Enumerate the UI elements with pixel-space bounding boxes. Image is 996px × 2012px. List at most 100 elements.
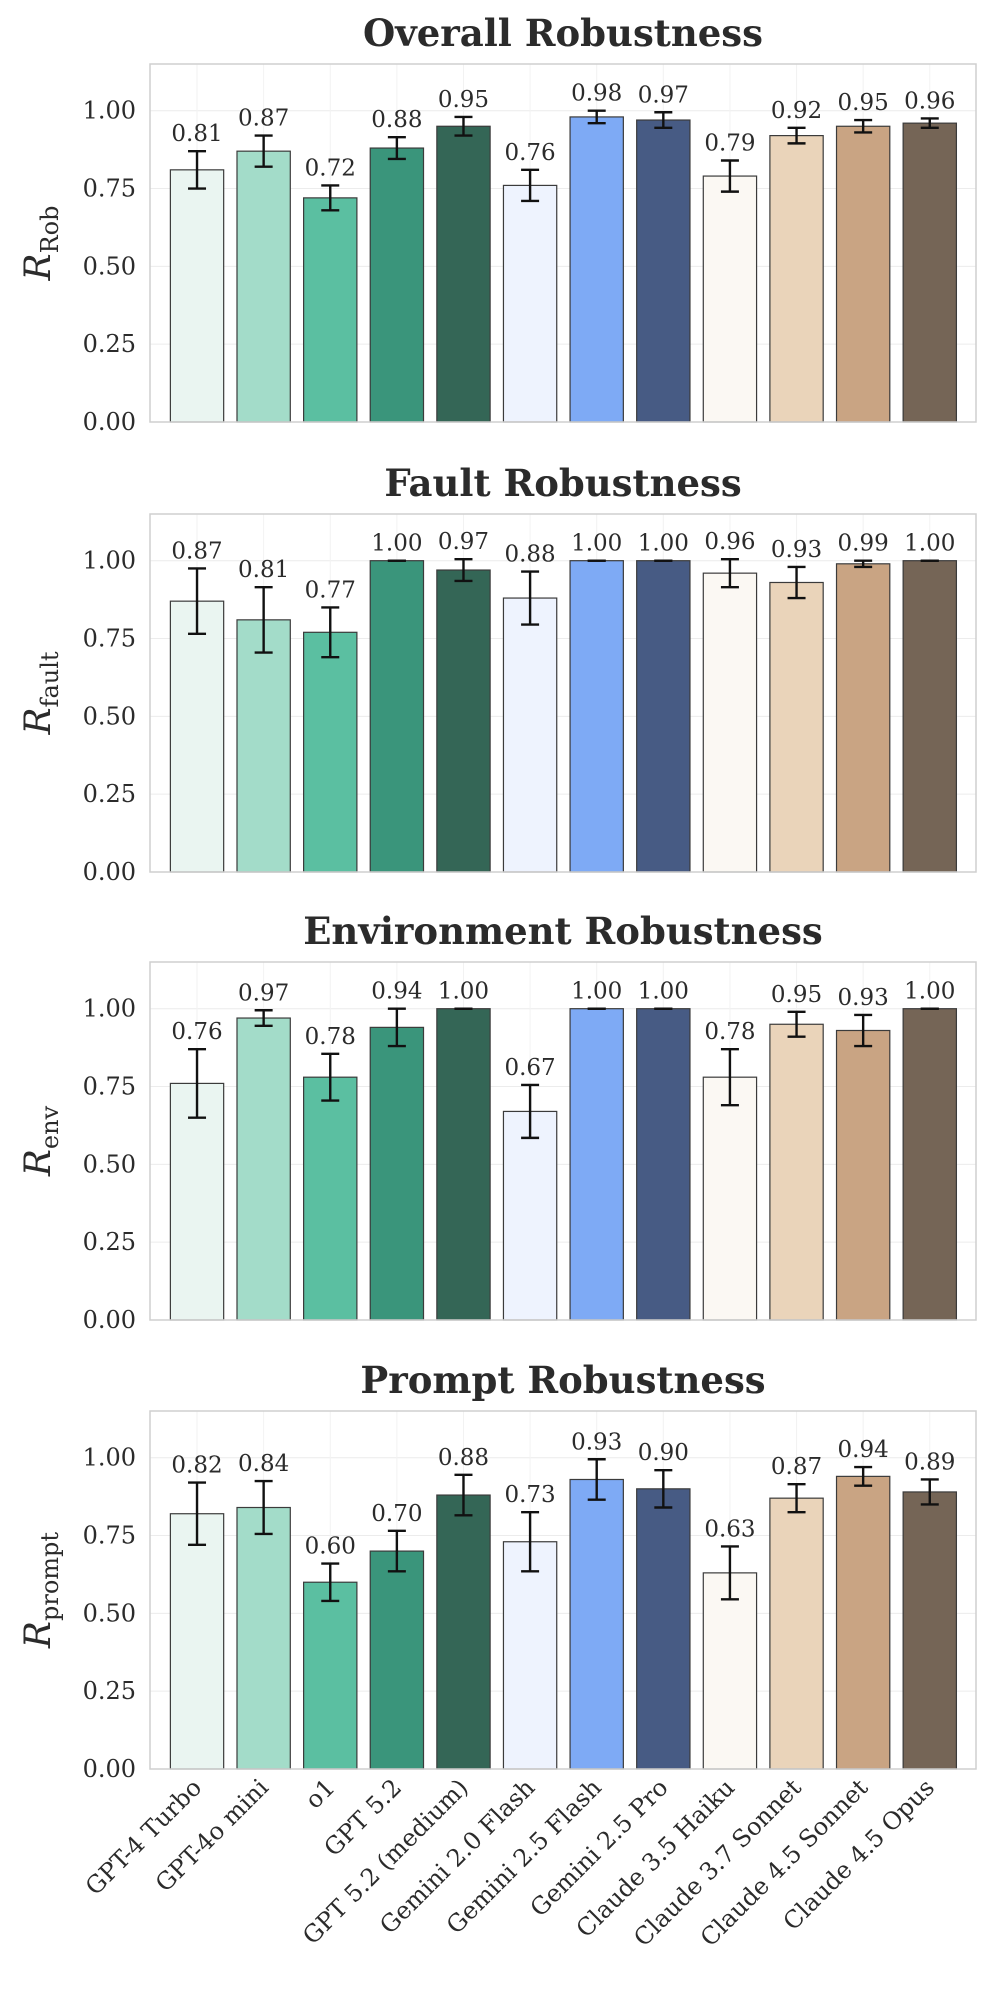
- bar-6: [502, 1541, 558, 1770]
- panel-4: 0.00 0.25 0.50 0.75 1.00 Rprompt Prompt Robust…: [18, 1358, 977, 1783]
- data-label: 1.00: [638, 979, 689, 1005]
- bar-2: [236, 1506, 291, 1770]
- bar-3: [303, 1076, 358, 1321]
- y-tick-label: 0.75: [83, 1522, 136, 1550]
- data-label: 0.94: [838, 1437, 889, 1463]
- data-label: 0.67: [504, 1055, 555, 1081]
- data-label: 0.88: [371, 107, 422, 133]
- y-axis-label-main: R: [18, 1149, 59, 1177]
- axes-frame: [149, 961, 977, 1321]
- y-tick-label: 0.25: [83, 1228, 136, 1256]
- y-tick-label: 1.00: [83, 995, 136, 1023]
- bar-1: [169, 1513, 225, 1770]
- axes-frame: [149, 513, 977, 873]
- data-label: 0.78: [305, 1024, 356, 1050]
- y-axis-label: Rprompt: [18, 1532, 64, 1650]
- bar-1: [169, 169, 225, 423]
- bar-2: [236, 619, 291, 873]
- x-tick-label: o1: [300, 1773, 341, 1814]
- y-tick-label: 0.00: [83, 1755, 136, 1783]
- data-label: 0.84: [238, 1451, 289, 1477]
- bar-4: [369, 560, 425, 873]
- bar-9: [702, 572, 758, 873]
- data-label: 0.87: [771, 1454, 822, 1480]
- bar-6: [502, 184, 558, 423]
- data-label: 0.95: [838, 90, 889, 116]
- panel-1: 0.00 0.25 0.50 0.75 1.00 RRob Overall Robustne…: [18, 11, 977, 436]
- data-label: 0.79: [704, 131, 755, 157]
- bar-2: [236, 150, 291, 423]
- bar-10: [769, 1497, 824, 1770]
- bar-3: [303, 1581, 358, 1770]
- data-label: 0.96: [904, 88, 955, 114]
- y-tick-label: 1.00: [83, 97, 136, 125]
- panel-title: Environment Robustness: [303, 909, 823, 953]
- panel-3: 0.00 0.25 0.50 0.75 1.00 Renv Environment Robu…: [18, 909, 977, 1334]
- data-label: 0.93: [571, 1429, 622, 1455]
- bar-5: [436, 125, 491, 423]
- data-label: 0.63: [704, 1516, 755, 1542]
- y-tick-label: 0.25: [83, 330, 136, 358]
- y-axis-label: Renv: [18, 1105, 64, 1177]
- bar-7: [569, 560, 624, 873]
- bar-1: [169, 1082, 225, 1321]
- data-label: 0.95: [771, 982, 822, 1008]
- bar-11: [835, 1475, 891, 1770]
- bar-6: [502, 1110, 558, 1321]
- data-label: 0.87: [171, 538, 222, 564]
- bar-8: [636, 1488, 691, 1770]
- bar-12: [902, 1491, 958, 1770]
- bar-9: [702, 175, 758, 423]
- data-label: 0.97: [638, 82, 689, 108]
- bar-11: [835, 1029, 891, 1321]
- data-label: 0.88: [504, 542, 555, 568]
- data-label: 0.89: [904, 1449, 955, 1475]
- y-tick-label: 0.50: [83, 1150, 136, 1178]
- bar-7: [569, 1478, 624, 1770]
- data-label: 0.93: [771, 537, 822, 563]
- data-label: 1.00: [904, 531, 955, 557]
- bar-12: [902, 560, 958, 873]
- data-label: 0.96: [704, 529, 755, 555]
- y-axis-label-main: R: [18, 253, 59, 281]
- y-tick-label: 0.25: [83, 780, 136, 808]
- panel-title: Overall Robustness: [363, 11, 763, 55]
- data-label: 0.92: [771, 98, 822, 124]
- axes-frame: [149, 63, 977, 423]
- y-axis-label-main: R: [18, 707, 59, 735]
- data-label: 0.76: [504, 140, 555, 166]
- bar-3: [303, 631, 358, 873]
- panel-title: Prompt Robustness: [360, 1358, 765, 1402]
- bar-12: [902, 1008, 958, 1321]
- panel-2: 0.00 0.25 0.50 0.75 1.00 Rfault Fault Robustne…: [18, 461, 977, 886]
- axes-frame: [149, 1410, 977, 1770]
- bar-3: [303, 197, 358, 423]
- bar-9: [702, 1076, 758, 1321]
- data-label: 1.00: [371, 531, 422, 557]
- y-axis-label-subscript: Rob: [36, 206, 64, 254]
- y-axis-label: RRob: [18, 206, 64, 282]
- bar-8: [636, 119, 691, 423]
- data-label: 0.81: [171, 121, 222, 147]
- y-axis-label: Rfault: [18, 651, 64, 735]
- data-label: 1.00: [571, 531, 622, 557]
- data-label: 1.00: [438, 979, 489, 1005]
- y-tick-label: 0.00: [83, 408, 136, 436]
- bar-8: [636, 1008, 691, 1321]
- y-tick-label: 0.50: [83, 252, 136, 280]
- bar-5: [436, 569, 491, 873]
- data-label: 0.76: [171, 1019, 222, 1045]
- y-axis-label-subscript: prompt: [36, 1532, 64, 1621]
- data-label: 0.72: [305, 155, 356, 181]
- data-label: 0.77: [305, 577, 356, 603]
- y-axis-label-main: R: [18, 1621, 59, 1649]
- y-tick-label: 0.75: [83, 175, 136, 203]
- panel-title: Fault Robustness: [384, 461, 741, 505]
- bar-4: [369, 1026, 425, 1321]
- bar-5: [436, 1494, 491, 1770]
- data-label: 0.82: [171, 1453, 222, 1479]
- data-label: 0.97: [238, 980, 289, 1006]
- data-label: 0.97: [438, 529, 489, 555]
- bar-4: [369, 147, 425, 423]
- y-axis-label-subscript: env: [36, 1105, 64, 1149]
